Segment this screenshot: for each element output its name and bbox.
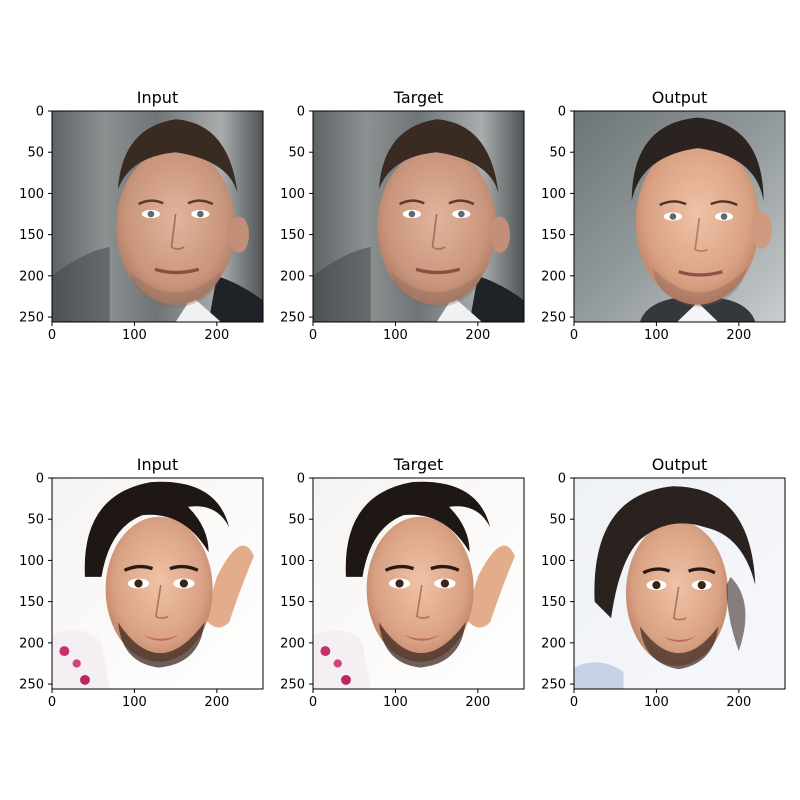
y-tick-label: 250 [541, 311, 566, 326]
image-panel: Input 0 100 200 0 50 100 150 200 250 [19, 455, 264, 710]
x-tick-label: 0 [309, 328, 317, 343]
y-tick-label: 50 [288, 513, 305, 528]
image-panel: Output 0 100 200 0 50 100 150 200 250 [541, 455, 786, 710]
panel-title: Output [652, 455, 708, 474]
x-tick-label: 100 [644, 695, 669, 710]
x-tick-label: 0 [570, 695, 578, 710]
panel-image [313, 478, 524, 689]
y-tick-label: 200 [541, 636, 566, 651]
panel-image [574, 478, 785, 689]
y-tick-label: 150 [280, 595, 305, 610]
y-tick-label: 0 [36, 472, 44, 487]
panel-title: Target [393, 455, 444, 474]
y-tick-label: 100 [19, 554, 44, 569]
panel-title: Output [652, 88, 708, 107]
panel-title: Input [137, 88, 178, 107]
x-tick-label: 200 [465, 695, 490, 710]
panel-image [52, 478, 263, 689]
x-tick-label: 200 [726, 328, 751, 343]
y-tick-label: 0 [36, 105, 44, 120]
y-tick-label: 100 [280, 554, 305, 569]
y-tick-label: 150 [19, 228, 44, 243]
axes-frame [573, 110, 786, 323]
panel-image [574, 111, 785, 322]
x-tick-label: 200 [726, 695, 751, 710]
x-tick-label: 0 [309, 695, 317, 710]
y-tick-label: 200 [541, 269, 566, 284]
y-tick-label: 100 [280, 187, 305, 202]
axes-frame [51, 477, 264, 690]
panel-title: Target [393, 88, 444, 107]
x-tick-label: 0 [48, 695, 56, 710]
y-tick-label: 200 [280, 269, 305, 284]
image-panel: Target 0 100 200 0 50 100 150 200 250 [280, 88, 525, 343]
y-tick-label: 200 [19, 269, 44, 284]
axes-frame [312, 477, 525, 690]
y-tick-label: 50 [549, 146, 566, 161]
y-tick-label: 50 [288, 146, 305, 161]
y-tick-label: 150 [541, 595, 566, 610]
y-tick-label: 250 [280, 311, 305, 326]
y-tick-label: 250 [280, 678, 305, 693]
image-panel: Output 0 100 200 0 50 100 150 200 250 [541, 88, 786, 343]
y-tick-label: 0 [297, 105, 305, 120]
x-tick-label: 100 [644, 328, 669, 343]
axes-frame [51, 110, 264, 323]
y-tick-label: 250 [19, 311, 44, 326]
y-tick-label: 250 [19, 678, 44, 693]
y-tick-label: 150 [19, 595, 44, 610]
y-tick-label: 50 [549, 513, 566, 528]
x-tick-label: 200 [204, 695, 229, 710]
x-tick-label: 100 [383, 695, 408, 710]
y-tick-label: 150 [541, 228, 566, 243]
y-tick-label: 200 [280, 636, 305, 651]
y-tick-label: 0 [297, 472, 305, 487]
y-tick-label: 50 [27, 146, 44, 161]
y-tick-label: 0 [558, 472, 566, 487]
x-tick-label: 100 [122, 695, 147, 710]
x-tick-label: 0 [570, 328, 578, 343]
x-tick-label: 200 [204, 328, 229, 343]
y-tick-label: 200 [19, 636, 44, 651]
y-tick-label: 150 [280, 228, 305, 243]
x-tick-label: 200 [465, 328, 490, 343]
axes-frame [573, 477, 786, 690]
axes-frame [312, 110, 525, 323]
x-tick-label: 0 [48, 328, 56, 343]
y-tick-label: 100 [19, 187, 44, 202]
y-tick-label: 250 [541, 678, 566, 693]
y-tick-label: 50 [27, 513, 44, 528]
panel-image [313, 111, 524, 322]
y-tick-label: 0 [558, 105, 566, 120]
panel-image [52, 111, 263, 322]
y-tick-label: 100 [541, 187, 566, 202]
x-tick-label: 100 [122, 328, 147, 343]
x-tick-label: 100 [383, 328, 408, 343]
y-tick-label: 100 [541, 554, 566, 569]
image-panel: Target 0 100 200 0 50 100 150 200 250 [280, 455, 525, 710]
panel-title: Input [137, 455, 178, 474]
image-panel: Input 0 100 200 0 50 100 150 200 250 [19, 88, 264, 343]
